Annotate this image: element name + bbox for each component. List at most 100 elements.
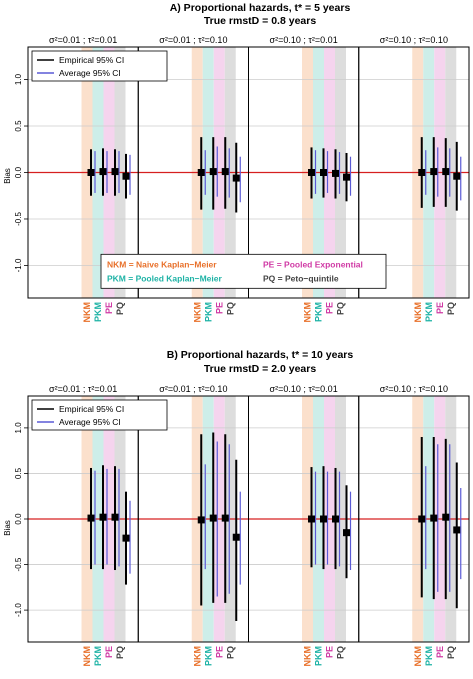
a-ytick-label-0: -1.0: [14, 258, 23, 272]
b-legend-empirical-text: Empirical 95% CI: [59, 404, 124, 414]
b-estimate-2-0: [308, 515, 315, 523]
b-method-label-2-0: NKM: [303, 646, 313, 667]
b-estimate-2-3: [343, 529, 350, 537]
b-method-label-1-3: PQ: [225, 646, 235, 659]
a-estimate-0-1: [99, 168, 107, 176]
a-method-label-0-1: PKM: [93, 302, 103, 322]
a-method-label-3-0: NKM: [413, 302, 423, 323]
a-legend-box: [31, 50, 168, 82]
b-ytick-label-3: 0.5: [14, 467, 23, 479]
a-method-legend-box: [100, 253, 387, 289]
a-legend-average-text: Average 95% CI: [59, 68, 121, 78]
b-method-label-0-1: PKM: [93, 646, 103, 666]
a-panel-label-2: σ²=0.10 ; τ²=0.01: [270, 35, 338, 45]
a-panel-label-1: σ²=0.01 ; τ²=0.10: [159, 35, 227, 45]
b-estimate-1-3: [232, 533, 240, 541]
a-estimate-2-1: [320, 169, 327, 176]
a-method-legend-item-3: PQ = Peto−quintile: [263, 273, 339, 283]
chart-b-title: B) Proportional hazards, t* = 10 years: [167, 349, 354, 361]
a-ytick-label-3: 0.5: [14, 120, 23, 132]
a-estimate-1-1: [209, 168, 217, 176]
chart-a-ylabel: Bias: [3, 168, 12, 184]
b-method-label-0-3: PQ: [115, 646, 125, 659]
a-method-label-3-3: PQ: [446, 302, 456, 315]
b-estimate-0-2: [111, 513, 119, 521]
a-method-legend-item-2: PKM = Pooled Kaplan−Meier: [107, 273, 222, 283]
b-panel-label-0: σ²=0.01 ; τ²=0.01: [49, 384, 117, 394]
b-method-label-1-2: PE: [214, 646, 224, 658]
a-panel-label-0: σ²=0.01 ; τ²=0.01: [49, 35, 117, 45]
b-method-label-0-0: NKM: [82, 646, 92, 667]
b-method-label-2-2: PE: [325, 646, 335, 658]
a-estimate-2-2: [332, 169, 339, 177]
b-panel-label-3: σ²=0.10 ; τ²=0.10: [380, 384, 448, 394]
b-estimate-1-0: [197, 516, 205, 524]
chart-b-subtitle: True rmstD = 2.0 years: [204, 363, 317, 375]
b-method-label-3-1: PKM: [424, 646, 434, 666]
a-estimate-3-1: [430, 168, 438, 176]
a-estimate-3-2: [442, 168, 450, 176]
b-method-label-0-2: PE: [104, 646, 114, 658]
a-method-label-2-3: PQ: [336, 302, 346, 315]
chart-a-subtitle: True rmstD = 0.8 years: [204, 15, 317, 27]
b-ytick-label-4: 1.0: [14, 422, 23, 434]
a-estimate-2-3: [343, 173, 350, 181]
b-estimate-1-1: [209, 514, 217, 522]
a-method-label-0-2: PE: [104, 302, 114, 314]
a-method-legend-item-0: NKM = Naive Kaplan−Meier: [107, 259, 217, 269]
a-panel-frame-3: [358, 46, 470, 299]
a-estimate-1-3: [232, 174, 240, 182]
a-method-label-2-0: NKM: [303, 302, 313, 323]
b-panel-label-1: σ²=0.01 ; τ²=0.10: [159, 384, 227, 394]
a-method-label-3-2: PE: [435, 302, 445, 314]
a-ytick-label-1: -0.5: [14, 212, 23, 226]
b-method-label-1-1: PKM: [203, 646, 213, 666]
b-estimate-0-0: [87, 514, 95, 522]
b-ytick-label-0: -1.0: [14, 603, 23, 617]
chart-a-title: A) Proportional hazards, t* = 5 years: [170, 2, 351, 14]
b-estimate-2-2: [332, 515, 339, 523]
b-legend-average-text: Average 95% CI: [59, 417, 121, 427]
b-estimate-3-0: [418, 515, 426, 523]
b-method-label-3-2: PE: [435, 646, 445, 658]
chart-b-ylabel: Bias: [3, 520, 12, 536]
a-method-label-0-3: PQ: [115, 302, 125, 315]
b-estimate-3-2: [442, 513, 450, 521]
b-ytick-label-1: -0.5: [14, 557, 23, 571]
a-estimate-0-3: [122, 172, 130, 180]
a-method-label-1-1: PKM: [203, 302, 213, 322]
b-panel-frame-3: [358, 395, 470, 643]
b-method-label-2-3: PQ: [336, 646, 346, 659]
a-ytick-label-4: 1.0: [14, 73, 23, 85]
b-method-label-1-0: NKM: [192, 646, 202, 667]
b-method-label-3-0: NKM: [413, 646, 423, 667]
a-legend-empirical-text: Empirical 95% CI: [59, 55, 124, 65]
a-panel-label-3: σ²=0.10 ; τ²=0.10: [380, 35, 448, 45]
a-estimate-0-0: [87, 169, 95, 176]
a-method-label-3-1: PKM: [424, 302, 434, 322]
b-estimate-1-2: [221, 514, 229, 522]
b-estimate-0-1: [99, 513, 107, 521]
b-estimate-0-3: [122, 534, 130, 542]
b-legend-box: [31, 399, 168, 431]
a-estimate-1-2: [221, 168, 229, 176]
a-method-label-2-2: PE: [325, 302, 335, 314]
a-estimate-0-2: [111, 168, 119, 176]
b-method-label-3-3: PQ: [446, 646, 456, 659]
b-estimate-3-3: [453, 526, 461, 534]
a-ytick-label-2: 0.0: [14, 166, 23, 178]
b-estimate-3-1: [430, 514, 438, 522]
a-method-label-1-3: PQ: [225, 302, 235, 315]
a-method-legend-item-1: PE = Pooled Exponential: [263, 259, 363, 269]
b-panel-label-2: σ²=0.10 ; τ²=0.01: [270, 384, 338, 394]
a-estimate-3-3: [453, 172, 461, 180]
a-method-label-2-1: PKM: [314, 302, 324, 322]
a-estimate-2-0: [308, 169, 315, 176]
b-estimate-2-1: [320, 515, 327, 523]
b-method-label-2-1: PKM: [314, 646, 324, 666]
a-method-label-1-2: PE: [214, 302, 224, 314]
b-ytick-label-2: 0.0: [14, 513, 23, 525]
